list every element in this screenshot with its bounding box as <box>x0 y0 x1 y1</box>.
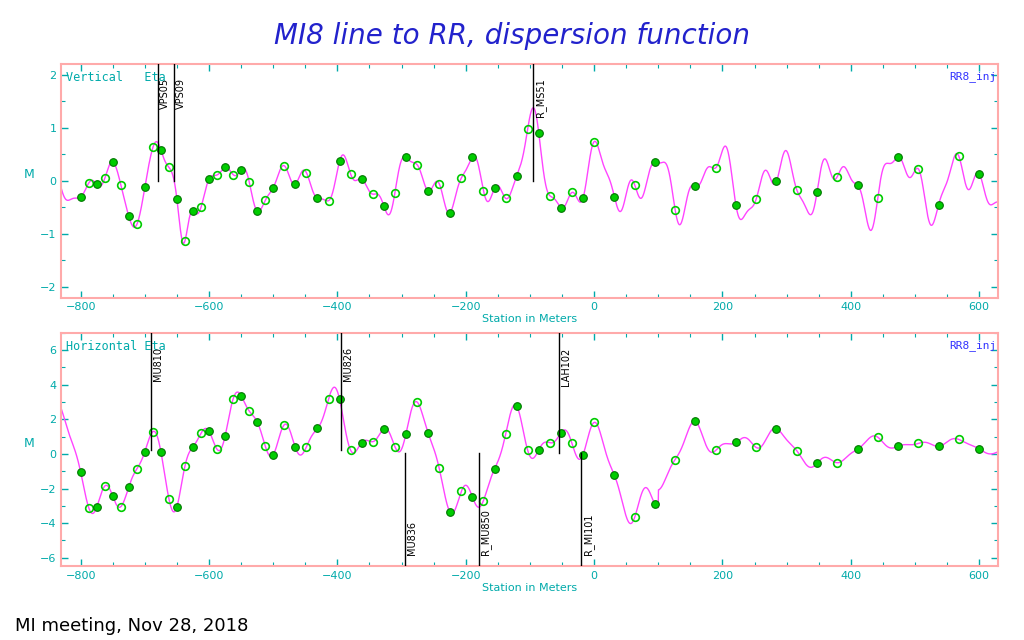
X-axis label: Station in Meters: Station in Meters <box>482 582 578 593</box>
Text: R_MU850: R_MU850 <box>480 509 492 555</box>
Text: MU810: MU810 <box>154 348 163 381</box>
Text: VPS05: VPS05 <box>160 78 170 109</box>
Text: MU836: MU836 <box>407 521 417 555</box>
Text: R_MI101: R_MI101 <box>584 514 594 555</box>
Text: MU826: MU826 <box>342 348 352 381</box>
Text: MI meeting, Nov 28, 2018: MI meeting, Nov 28, 2018 <box>15 617 249 635</box>
Text: MI8 line to RR, dispersion function: MI8 line to RR, dispersion function <box>274 22 750 51</box>
Text: Vertical   Eta: Vertical Eta <box>67 71 166 84</box>
Text: LAH102: LAH102 <box>561 348 570 385</box>
Text: RR8_inj: RR8_inj <box>949 71 996 82</box>
Text: Horizontal Eta: Horizontal Eta <box>67 340 166 353</box>
Y-axis label: M: M <box>24 168 35 180</box>
Text: R_MS51: R_MS51 <box>536 78 546 116</box>
X-axis label: Station in Meters: Station in Meters <box>482 314 578 324</box>
Y-axis label: M: M <box>24 436 35 449</box>
Text: VPS09: VPS09 <box>176 78 185 109</box>
Text: RR8_inj: RR8_inj <box>949 340 996 351</box>
